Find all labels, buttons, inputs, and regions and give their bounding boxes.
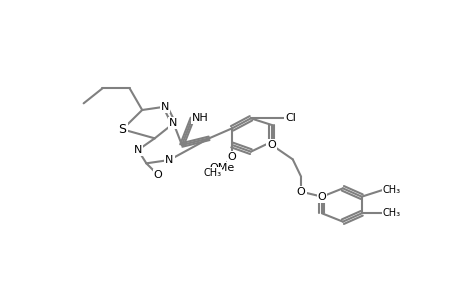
Text: CH₃: CH₃ (382, 185, 400, 195)
Text: N: N (161, 102, 169, 112)
Text: N: N (169, 118, 177, 128)
Text: O: O (267, 140, 275, 150)
Text: N: N (134, 145, 142, 155)
Text: O: O (317, 192, 326, 202)
Text: CH₃: CH₃ (203, 168, 221, 178)
Text: NH: NH (192, 113, 209, 123)
Text: O: O (227, 152, 236, 162)
Text: Cl: Cl (285, 113, 296, 123)
Text: S: S (118, 123, 126, 136)
Text: N: N (165, 155, 173, 165)
Text: O: O (153, 170, 162, 180)
Text: OMe: OMe (208, 163, 234, 173)
Text: CH₃: CH₃ (382, 208, 400, 218)
Text: O: O (296, 187, 305, 197)
Text: O: O (153, 170, 162, 180)
